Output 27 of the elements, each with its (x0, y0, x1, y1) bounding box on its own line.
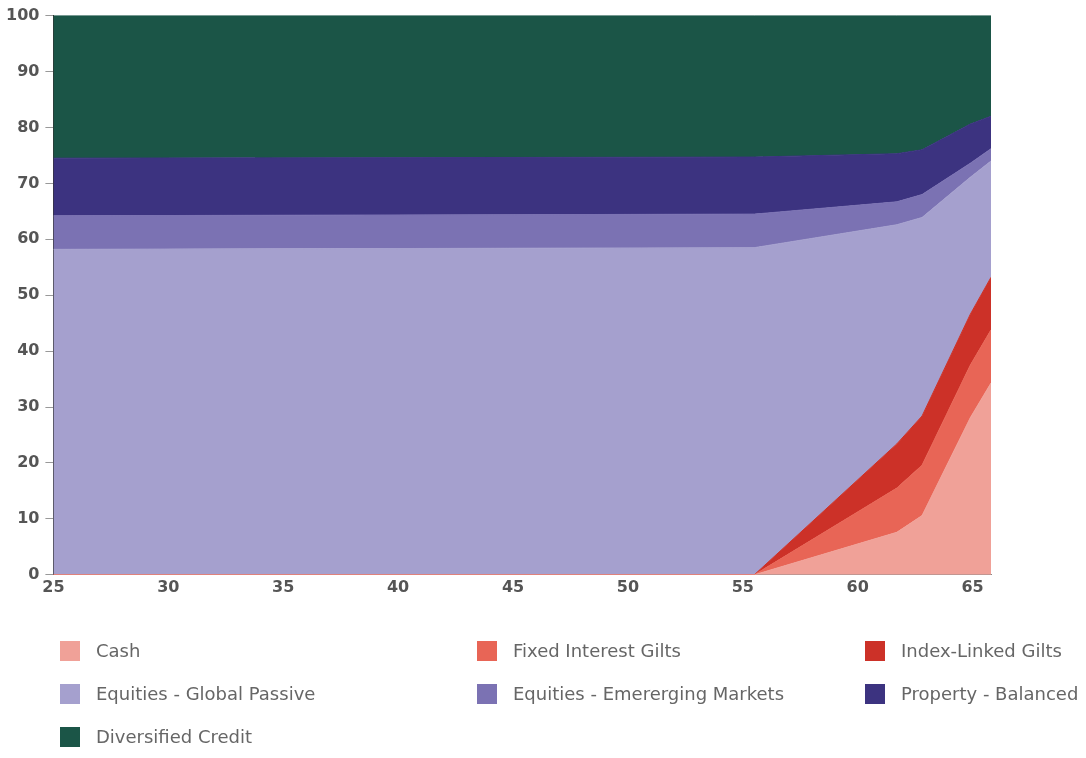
legend-label: Fixed Interest Gilts (513, 640, 681, 661)
x-tick-label: 65 (961, 576, 984, 596)
legend-label: Equities - Global Passive (96, 683, 316, 704)
x-tick-label: 25 (42, 576, 65, 596)
legend-label: Cash (96, 640, 141, 661)
legend-label: Equities - Emererging Markets (513, 683, 785, 704)
x-tick-label: 60 (846, 576, 869, 596)
x-tick-label: 50 (616, 576, 640, 596)
y-tick-label: 30 (17, 396, 40, 416)
legend-label: Index-Linked Gilts (901, 640, 1062, 661)
y-tick-label: 10 (17, 508, 40, 528)
x-tick-label: 35 (272, 576, 295, 596)
x-tick-label: 40 (386, 576, 410, 596)
x-tick-label: 55 (731, 576, 754, 596)
y-tick-label: 20 (17, 452, 40, 472)
y-tick-label: 60 (17, 228, 40, 248)
x-tick-label: 30 (157, 576, 180, 596)
legend-label: Diversified Credit (96, 726, 253, 747)
legend-label: Property - Balanced (901, 683, 1079, 704)
y-tick-label: 100 (5, 4, 40, 24)
y-tick-label: 80 (17, 116, 40, 136)
y-tick-label: 40 (17, 340, 40, 360)
y-tick-label: 90 (17, 60, 40, 80)
y-tick-label: 70 (17, 172, 40, 192)
x-tick-label: 45 (501, 576, 525, 596)
y-tick-label: 0 (28, 563, 40, 583)
y-tick-label: 50 (17, 284, 40, 304)
